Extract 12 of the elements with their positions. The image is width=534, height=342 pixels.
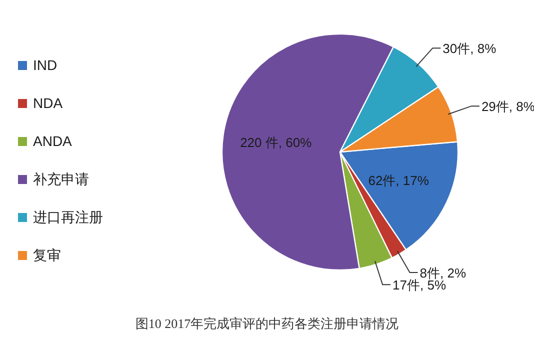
legend-label: 进口再注册 [33, 209, 103, 225]
legend-label: 补充申请 [33, 171, 89, 187]
data-label: 30件, 8% [442, 41, 497, 56]
data-label: 62件, 17% [368, 172, 430, 188]
data-label: 220 件, 60% [240, 135, 312, 150]
caption: 图10 2017年完成审评的中药各类注册申请情况 [135, 316, 399, 331]
legend-label: ANDA [33, 133, 73, 149]
data-label: 29件, 8% [481, 99, 534, 114]
legend-label: NDA [33, 95, 64, 111]
data-label: 8件, 2% [420, 265, 466, 280]
legend-label: IND [33, 57, 58, 73]
legend-label: 复审 [33, 247, 61, 263]
